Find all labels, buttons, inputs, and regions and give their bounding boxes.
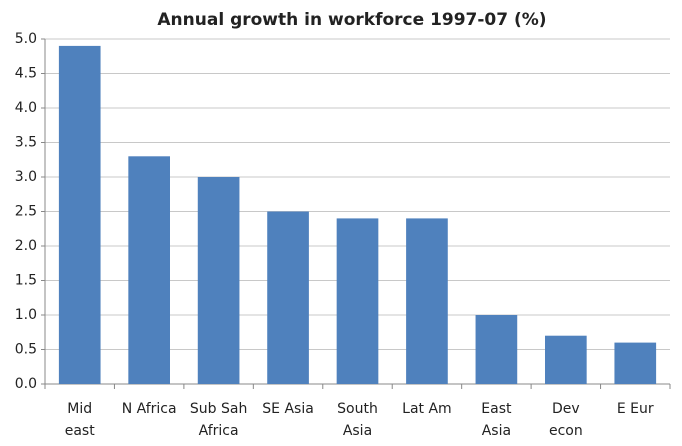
- x-tick-label: SE Asia: [262, 401, 314, 417]
- bar: [197, 177, 240, 384]
- y-tick-label: 2.5: [15, 204, 37, 220]
- y-tick-label: 5.0: [15, 31, 37, 47]
- bar: [267, 211, 309, 384]
- x-tick-label: East Asia: [481, 401, 512, 439]
- y-tick-label: 0.0: [15, 376, 37, 392]
- bar: [406, 218, 448, 384]
- bar: [128, 156, 170, 384]
- y-tick-label: 4.5: [15, 66, 37, 82]
- x-tick-label: N Africa: [121, 401, 177, 417]
- y-tick-label: 3.5: [15, 135, 37, 151]
- y-tick-label: 3.0: [15, 169, 37, 185]
- y-tick-label: 1.5: [15, 273, 37, 289]
- bar: [614, 342, 657, 384]
- bar: [336, 218, 379, 384]
- x-tick-label: E Eur: [616, 401, 654, 417]
- x-tick-label: Sub Sah Africa: [189, 401, 248, 439]
- y-tick-label: 0.5: [15, 342, 37, 358]
- y-tick-label: 2.0: [15, 238, 37, 254]
- y-tick-label: 1.0: [15, 307, 37, 323]
- bar: [475, 315, 518, 384]
- chart-title: Annual growth in workforce 1997-07 (%): [157, 10, 546, 30]
- x-tick-label: Mid east: [64, 401, 95, 439]
- y-tick-label: 4.0: [15, 100, 37, 116]
- x-tick-label: South Asia: [337, 401, 378, 439]
- x-tick-label: Dev econ: [548, 401, 583, 439]
- x-tick-label: Lat Am: [402, 401, 452, 417]
- bar: [58, 45, 101, 385]
- bar: [545, 335, 587, 384]
